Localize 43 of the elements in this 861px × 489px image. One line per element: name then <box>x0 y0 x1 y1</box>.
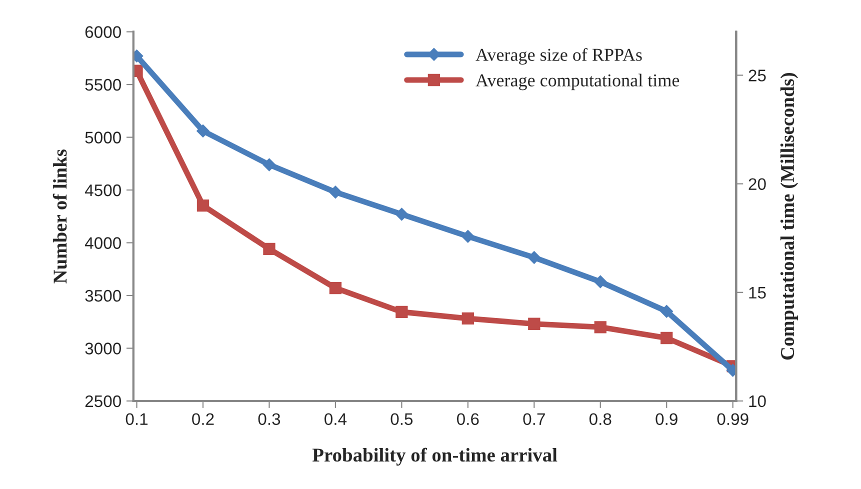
point <box>263 242 276 256</box>
point <box>462 230 474 243</box>
x-tick-label: 0.7 <box>523 413 545 426</box>
y2-tick-label: 25 <box>748 70 766 82</box>
y-tick-label: 4500 <box>84 184 121 196</box>
x-tick-label: 0.3 <box>258 413 280 426</box>
point <box>196 199 210 212</box>
y2-tick-label: 15 <box>749 286 766 299</box>
y2-tick-label: 10 <box>749 395 766 408</box>
y-tick-label: 4000 <box>84 237 121 249</box>
legend-label: Average size of RPPAs <box>476 48 642 65</box>
y2-axis-title: Computational time (Milliseconds) <box>780 73 798 360</box>
y-tick-label: 5500 <box>85 78 121 91</box>
point <box>528 318 540 330</box>
point <box>660 304 674 318</box>
x-tick-label: 0.6 <box>456 413 479 426</box>
x-tick-label: 0.1 <box>126 413 148 426</box>
x-tick-label: 0.99 <box>717 413 748 426</box>
x-tick-label: 0.2 <box>192 413 214 426</box>
point <box>594 275 607 288</box>
x-tick-label: 0.5 <box>390 413 413 426</box>
y-tick-label: 6000 <box>85 26 121 38</box>
y-tick-label: 3000 <box>85 342 121 354</box>
point <box>396 306 408 318</box>
x-tick-label: 0.4 <box>324 413 347 426</box>
y-tick-label: 2500 <box>85 395 121 408</box>
y-axis-title: Number of links <box>52 150 67 284</box>
point <box>329 186 342 199</box>
x-tick-label: 0.9 <box>656 413 678 426</box>
point <box>196 124 210 138</box>
y-tick-label: 3500 <box>85 290 121 302</box>
y-tick-label: 5000 <box>85 132 121 144</box>
point <box>395 208 408 221</box>
legend-label: Average computational time <box>476 74 680 90</box>
point <box>594 321 606 334</box>
point <box>462 312 474 325</box>
point <box>262 158 276 172</box>
x-axis-title: Probability of on-time arrival <box>312 448 558 466</box>
point <box>528 251 541 264</box>
x-tick-label: 0.8 <box>589 413 612 426</box>
y2-tick-label: 20 <box>748 178 766 190</box>
point <box>329 282 342 294</box>
point <box>660 332 673 344</box>
